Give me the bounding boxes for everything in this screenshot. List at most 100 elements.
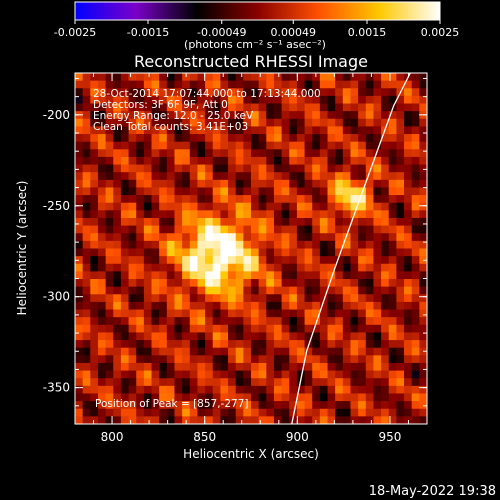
heatmap-cell	[358, 80, 367, 89]
heatmap-cell	[327, 95, 336, 105]
heatmap-cell	[174, 217, 183, 227]
heatmap-cell	[327, 233, 336, 242]
heatmap-cell	[166, 317, 176, 326]
heatmap-cell	[220, 164, 229, 173]
heatmap-cell	[258, 340, 267, 349]
heatmap-cell	[105, 408, 114, 417]
heatmap-cell	[143, 195, 153, 204]
heatmap-cell	[82, 172, 91, 181]
heatmap-cell	[251, 73, 260, 82]
heatmap-cell	[388, 233, 397, 242]
heatmap-cell	[243, 164, 252, 173]
heatmap-cell	[105, 179, 114, 189]
heatmap-cell	[381, 401, 390, 410]
heatmap-cell	[220, 332, 229, 341]
heatmap-cell	[220, 202, 229, 211]
heatmap-cell	[205, 233, 214, 242]
heatmap-cell	[105, 370, 114, 379]
heatmap-cell	[159, 149, 168, 158]
heatmap-cell	[182, 393, 191, 402]
heatmap-cell	[143, 202, 153, 211]
heatmap-cell	[273, 301, 283, 311]
heatmap-cell	[327, 225, 336, 234]
heatmap-cell	[159, 118, 168, 128]
heatmap-cell	[166, 141, 176, 150]
heatmap-cell	[120, 172, 130, 181]
heatmap-cell	[151, 286, 160, 295]
heatmap-cell	[251, 149, 260, 158]
heatmap-cell	[358, 271, 367, 280]
heatmap-cell	[105, 355, 114, 364]
heatmap-cell	[251, 141, 260, 150]
heatmap-cell	[82, 309, 91, 318]
heatmap-cell	[296, 408, 306, 417]
heatmap-cell	[266, 187, 275, 196]
heatmap-cell	[396, 80, 405, 89]
heatmap-cell	[350, 164, 359, 173]
heatmap-cell	[266, 263, 275, 272]
heatmap-cell	[182, 355, 191, 364]
heatmap-cell	[350, 126, 359, 135]
heatmap-cell	[419, 73, 427, 82]
heatmap-cell	[189, 225, 199, 234]
heatmap-cell	[266, 217, 275, 227]
heatmap-cell	[419, 347, 427, 356]
heatmap-cell	[174, 179, 183, 189]
heatmap-cell	[182, 332, 191, 341]
heatmap-cell	[113, 362, 122, 372]
heatmap-cell	[373, 370, 382, 379]
heatmap-cell	[388, 385, 397, 395]
heatmap-cell	[319, 309, 329, 318]
heatmap-cell	[174, 187, 183, 196]
heatmap-cell	[411, 240, 420, 250]
heatmap-cell	[220, 88, 229, 97]
heatmap-cell	[143, 88, 153, 97]
heatmap-cell	[243, 225, 252, 234]
heatmap-cell	[197, 271, 206, 280]
heatmap-cell	[82, 401, 91, 410]
heatmap-cell	[120, 149, 130, 158]
heatmap-cell	[228, 240, 237, 250]
heatmap-cell	[327, 164, 336, 173]
heatmap-cell	[327, 355, 336, 364]
heatmap-cell	[289, 134, 298, 143]
heatmap-cell	[205, 217, 214, 227]
heatmap-cell	[358, 73, 367, 82]
heatmap-cell	[342, 385, 352, 395]
heatmap-cell	[327, 317, 336, 326]
heatmap-cell	[365, 301, 375, 311]
heatmap-cell	[243, 263, 252, 272]
heatmap-cell	[381, 111, 390, 120]
heatmap-cell	[281, 332, 290, 341]
heatmap-cell	[159, 324, 168, 334]
heatmap-cell	[358, 217, 367, 227]
heatmap-cell	[136, 370, 145, 379]
heatmap-cell	[220, 225, 229, 234]
heatmap-cell	[335, 385, 344, 395]
heatmap-cell	[350, 156, 359, 166]
heatmap-cell	[419, 393, 427, 402]
heatmap-cell	[319, 233, 329, 242]
heatmap-cell	[212, 111, 221, 120]
heatmap-cell	[373, 355, 382, 364]
heatmap-cell	[128, 317, 137, 326]
heatmap-cell	[228, 355, 237, 364]
heatmap-cell	[419, 263, 427, 272]
heatmap-cell	[120, 164, 130, 173]
heatmap-cell	[312, 80, 321, 89]
heatmap-cell	[136, 88, 145, 97]
heatmap-cell	[251, 355, 260, 364]
heatmap-cell	[373, 95, 382, 105]
heatmap-cell	[136, 202, 145, 211]
heatmap-cell	[143, 279, 153, 288]
heatmap-cell	[373, 134, 382, 143]
solar-limb-line	[291, 73, 411, 424]
heatmap-cell	[404, 141, 413, 150]
heatmap-cell	[97, 378, 107, 387]
heatmap-cell	[166, 118, 176, 128]
heatmap-cell	[319, 286, 329, 295]
heatmap-cell	[220, 294, 229, 303]
heatmap-cell	[151, 340, 160, 349]
heatmap-cell	[273, 118, 283, 128]
heatmap-cell	[235, 73, 244, 82]
